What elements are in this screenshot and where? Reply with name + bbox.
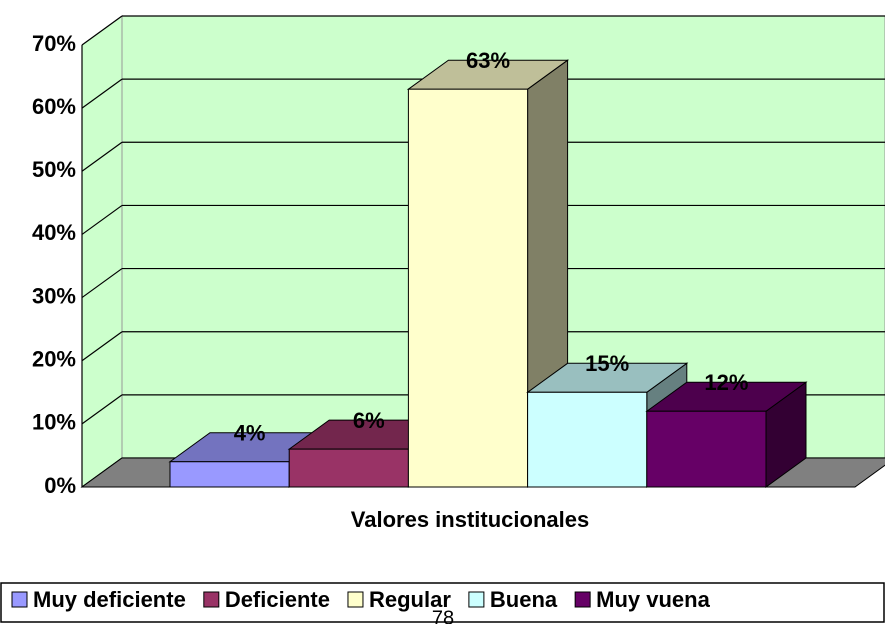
page-number: 78 bbox=[432, 607, 454, 624]
side-wall bbox=[81, 15, 123, 488]
legend-marker bbox=[11, 591, 28, 608]
legend-label: Deficiente bbox=[225, 587, 330, 612]
x-axis-label: Valores institucionales bbox=[351, 507, 589, 532]
data-label: 6% bbox=[353, 408, 385, 433]
legend-marker bbox=[203, 591, 220, 608]
grid-line bbox=[81, 204, 123, 235]
y-tick-label: 20% bbox=[32, 347, 76, 372]
grid-line bbox=[81, 331, 123, 362]
bar bbox=[169, 461, 290, 488]
data-label: 15% bbox=[585, 351, 629, 376]
legend-marker bbox=[347, 591, 364, 608]
legend-label: Muy deficiente bbox=[33, 587, 186, 612]
legend-box bbox=[0, 582, 885, 623]
bar bbox=[288, 448, 409, 488]
bar bbox=[407, 88, 529, 488]
grid-line bbox=[81, 15, 123, 46]
y-tick-label: 70% bbox=[32, 31, 76, 56]
legend-label: Regular bbox=[369, 587, 451, 612]
y-tick-label: 10% bbox=[32, 410, 76, 435]
y-tick-label: 0% bbox=[44, 473, 76, 498]
legend-label: Buena bbox=[490, 587, 558, 612]
data-label: 63% bbox=[466, 48, 510, 73]
legend-label: Muy vuena bbox=[596, 587, 710, 612]
y-tick-label: 50% bbox=[32, 157, 76, 182]
legend-marker bbox=[468, 591, 485, 608]
y-tick-label: 30% bbox=[32, 283, 76, 308]
bar bbox=[646, 410, 767, 488]
y-tick-label: 40% bbox=[32, 220, 76, 245]
legend-marker bbox=[574, 591, 591, 608]
data-label: 4% bbox=[234, 421, 266, 446]
grid-line bbox=[81, 268, 123, 299]
bar bbox=[527, 391, 648, 488]
grid-line bbox=[81, 394, 123, 425]
y-tick-label: 60% bbox=[32, 94, 76, 119]
grid-line bbox=[81, 78, 123, 109]
data-label: 12% bbox=[704, 370, 748, 395]
grid-line bbox=[81, 141, 123, 172]
